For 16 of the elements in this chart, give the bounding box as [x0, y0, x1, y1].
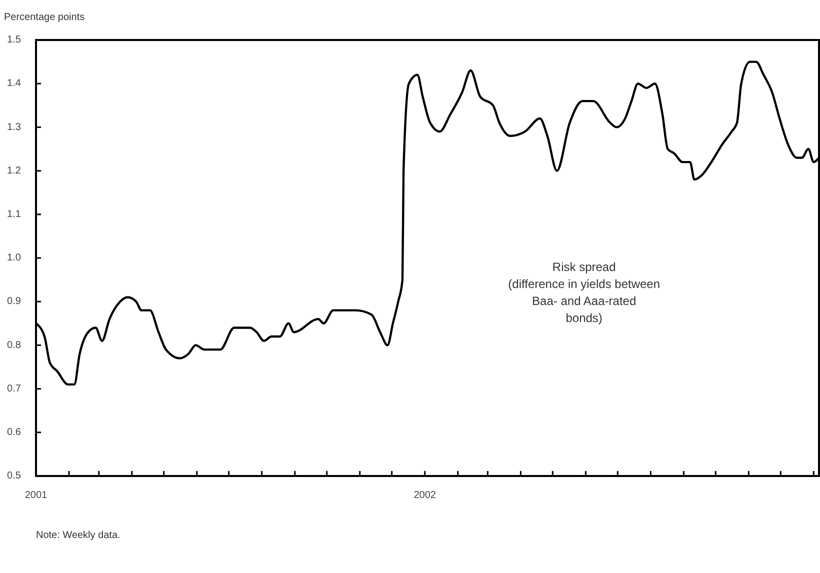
x-tick-label: 2001	[24, 490, 48, 501]
y-tick-label: 1.1	[7, 209, 22, 220]
y-tick-label: 0.6	[7, 427, 22, 438]
y-tick-label: 1.2	[7, 165, 22, 176]
text: Note: Weekly data.	[36, 530, 120, 541]
y-tick-label: 1.5	[7, 34, 22, 46]
y-axis-title: Percentage points	[4, 12, 85, 23]
y-tick-label: 1.3	[7, 122, 22, 133]
text: Risk spread (difference in yields between Baa- and Aaa-rated bonds)	[508, 260, 660, 326]
y-tick-label: 1.0	[7, 252, 22, 264]
y-tick-label: 1.4	[7, 78, 22, 90]
y-tick-label: 0.5	[7, 470, 22, 482]
y-tick-label: 0.9	[7, 296, 22, 308]
y-tick-label: 0.8	[7, 340, 22, 351]
x-tick-label: 2002	[414, 490, 436, 501]
y-tick-label: 0.7	[7, 383, 22, 394]
